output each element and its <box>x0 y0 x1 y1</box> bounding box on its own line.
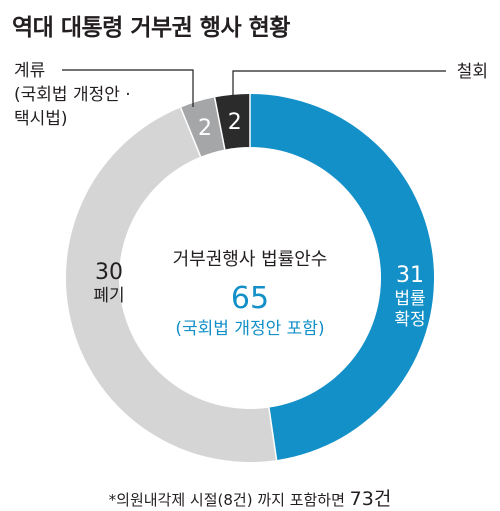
slice-value-label: 2 <box>198 116 212 141</box>
slice-separator <box>179 107 202 157</box>
slice-value-label: 31 <box>396 263 424 288</box>
slice-category-label: 철회 <box>457 62 488 82</box>
footnote-total: 73건 <box>349 488 392 510</box>
slice-category-label: (국회법 개정안 · <box>14 85 131 105</box>
callout-line <box>232 70 446 96</box>
chart-title: 역대 대통령 거부권 행사 현황 <box>12 15 290 41</box>
slice-category-label: 법률 <box>394 289 425 309</box>
slice-value-label: 2 <box>228 110 242 135</box>
slice-category-label: 택시법) <box>14 109 68 129</box>
center-sublabel: (국회법 개정안 포함) <box>175 319 324 339</box>
slice-separator <box>268 407 278 461</box>
slice-category-label: 확정 <box>394 310 425 330</box>
slice-value-label: 30 <box>95 260 123 285</box>
footnote: *의원내각제 시절(8건) 까지 포함하면 73건 <box>0 484 500 511</box>
slice-category-label: 폐기 <box>93 286 124 306</box>
footnote-text: *의원내각제 시절(8건) 까지 포함하면 <box>108 491 350 509</box>
callout-line <box>62 69 194 107</box>
slice-category-label: 계류 <box>14 61 45 81</box>
slice-separator <box>213 97 226 150</box>
slice-1 <box>65 107 277 463</box>
center-label: 거부권행사 법률안수 <box>173 249 328 270</box>
slice-3 <box>214 94 250 150</box>
slice-0 <box>250 94 435 461</box>
center-value: 65 <box>231 281 269 316</box>
slice-2 <box>180 97 225 157</box>
